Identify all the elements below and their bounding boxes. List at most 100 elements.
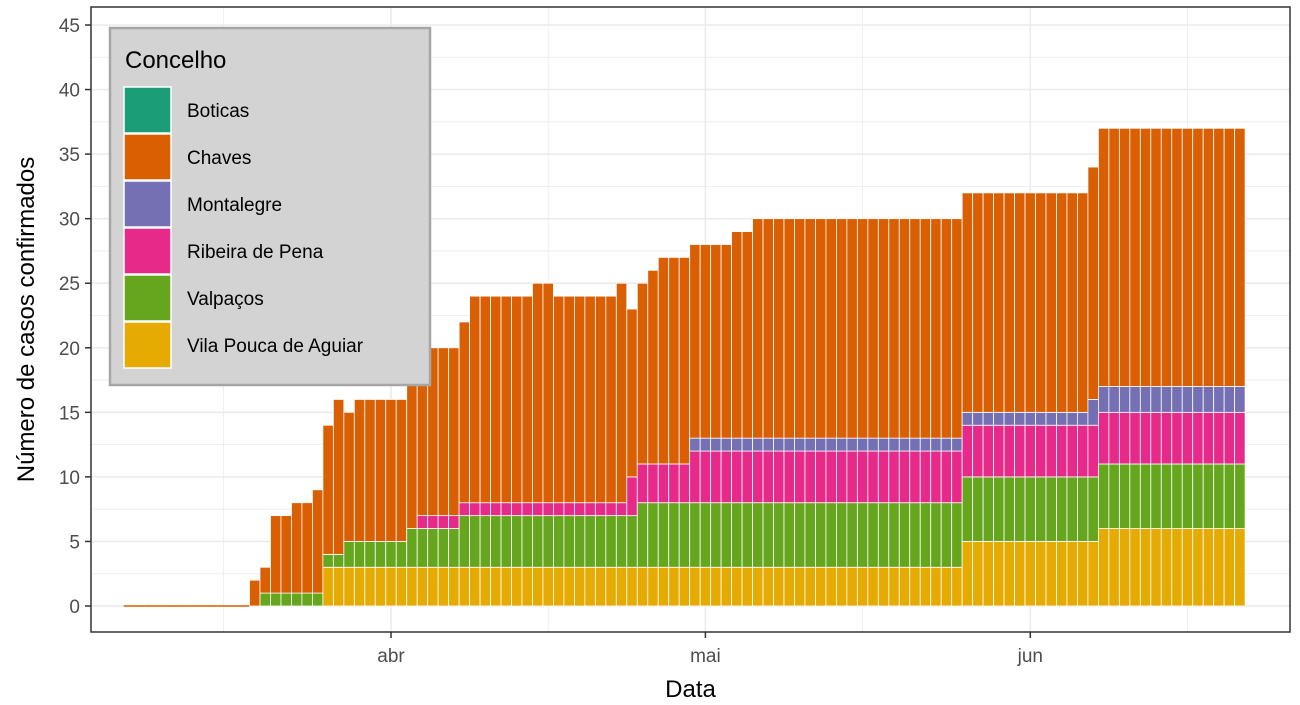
bar-segment <box>994 477 1004 542</box>
bar-segment <box>1088 477 1098 542</box>
bar-segment <box>878 438 888 451</box>
bar-segment <box>658 257 668 464</box>
bar-segment <box>920 567 930 606</box>
bar-segment <box>564 296 574 503</box>
legend-key <box>124 228 171 274</box>
bar-segment <box>1161 464 1171 529</box>
bar-segment <box>1235 128 1245 386</box>
y-axis-title: Número de casos confirmados <box>13 157 40 482</box>
bar-segment <box>1025 193 1035 412</box>
bar-segment <box>449 516 459 529</box>
bar-segment <box>595 516 605 568</box>
bar-segment <box>983 477 993 542</box>
bar-segment <box>1067 412 1077 425</box>
legend-key <box>124 134 171 180</box>
bar-segment <box>700 451 710 503</box>
bar-segment <box>941 451 951 503</box>
bar-segment <box>857 451 867 503</box>
bar-segment <box>1025 541 1035 606</box>
bar-segment <box>1235 412 1245 464</box>
bar-segment <box>826 503 836 568</box>
bar-segment <box>637 503 647 568</box>
bar-segment <box>774 451 784 503</box>
x-tick-label: mai <box>690 646 721 667</box>
bar-segment <box>1172 387 1182 413</box>
bar-segment <box>1193 387 1203 413</box>
bar-segment <box>585 516 595 568</box>
bar-segment <box>1214 529 1224 606</box>
bar-segment <box>354 567 364 606</box>
bar-segment <box>857 219 867 438</box>
bar-segment <box>1036 477 1046 542</box>
bar-segment <box>459 516 469 568</box>
bar-segment <box>815 219 825 438</box>
bar-segment <box>522 567 532 606</box>
bar-segment <box>1056 477 1066 542</box>
bar-segment <box>1161 387 1171 413</box>
bar-segment <box>1130 529 1140 606</box>
bar-segment <box>627 567 637 606</box>
bar-segment <box>920 219 930 438</box>
bar-segment <box>386 399 396 541</box>
bar-segment <box>889 451 899 503</box>
bar-segment <box>396 541 406 567</box>
bar-segment <box>1151 128 1161 386</box>
bar-segment <box>564 503 574 516</box>
bar-segment <box>250 580 260 606</box>
bar-segment <box>1161 412 1171 464</box>
bar-segment <box>889 438 899 451</box>
bar-segment <box>669 503 679 568</box>
bar-segment <box>774 567 784 606</box>
bar-segment <box>574 296 584 503</box>
bar-segment <box>794 567 804 606</box>
bar-segment <box>700 244 710 438</box>
bar-segment <box>805 438 815 451</box>
bar-segment <box>1224 412 1234 464</box>
bar-segment <box>1151 387 1161 413</box>
legend-label: Valpaços <box>187 289 264 310</box>
bar-segment <box>690 503 700 568</box>
bar-segment <box>931 503 941 568</box>
legend-key <box>124 322 171 368</box>
bar-segment <box>1119 128 1129 386</box>
bar-segment <box>449 529 459 568</box>
bar-segment <box>1109 387 1119 413</box>
bar-segment <box>868 438 878 451</box>
bar-segment <box>1077 425 1087 477</box>
bar-segment <box>543 503 553 516</box>
bar-segment <box>826 567 836 606</box>
bar-segment <box>669 257 679 464</box>
bar-segment <box>1077 477 1087 542</box>
bar-segment <box>365 399 375 541</box>
bar-segment <box>574 516 584 568</box>
bar-segment <box>753 503 763 568</box>
bar-segment <box>1004 425 1014 477</box>
bar-segment <box>962 412 972 425</box>
bar-segment <box>532 503 542 516</box>
bar-segment <box>1214 387 1224 413</box>
bar-segment <box>941 438 951 451</box>
bar-segment <box>606 516 616 568</box>
bar-segment <box>983 541 993 606</box>
bar-segment <box>1036 193 1046 412</box>
bar-segment <box>595 503 605 516</box>
bar-segment <box>627 477 637 516</box>
bar-segment <box>1067 425 1077 477</box>
bar-segment <box>962 425 972 477</box>
bar-segment <box>941 503 951 568</box>
bar-segment <box>774 438 784 451</box>
bar-segment <box>742 232 752 439</box>
bar-segment <box>1130 464 1140 529</box>
bar-segment <box>1130 387 1140 413</box>
bar-segment <box>931 567 941 606</box>
bar-segment <box>501 567 511 606</box>
bar-segment <box>1203 387 1213 413</box>
bar-segment <box>1015 541 1025 606</box>
bar-segment <box>962 541 972 606</box>
bar-segment <box>1088 399 1098 425</box>
bar-segment <box>983 412 993 425</box>
bar-segment <box>574 503 584 516</box>
bar-segment <box>260 567 270 593</box>
bar-segment <box>794 503 804 568</box>
bar-segment <box>354 399 364 541</box>
